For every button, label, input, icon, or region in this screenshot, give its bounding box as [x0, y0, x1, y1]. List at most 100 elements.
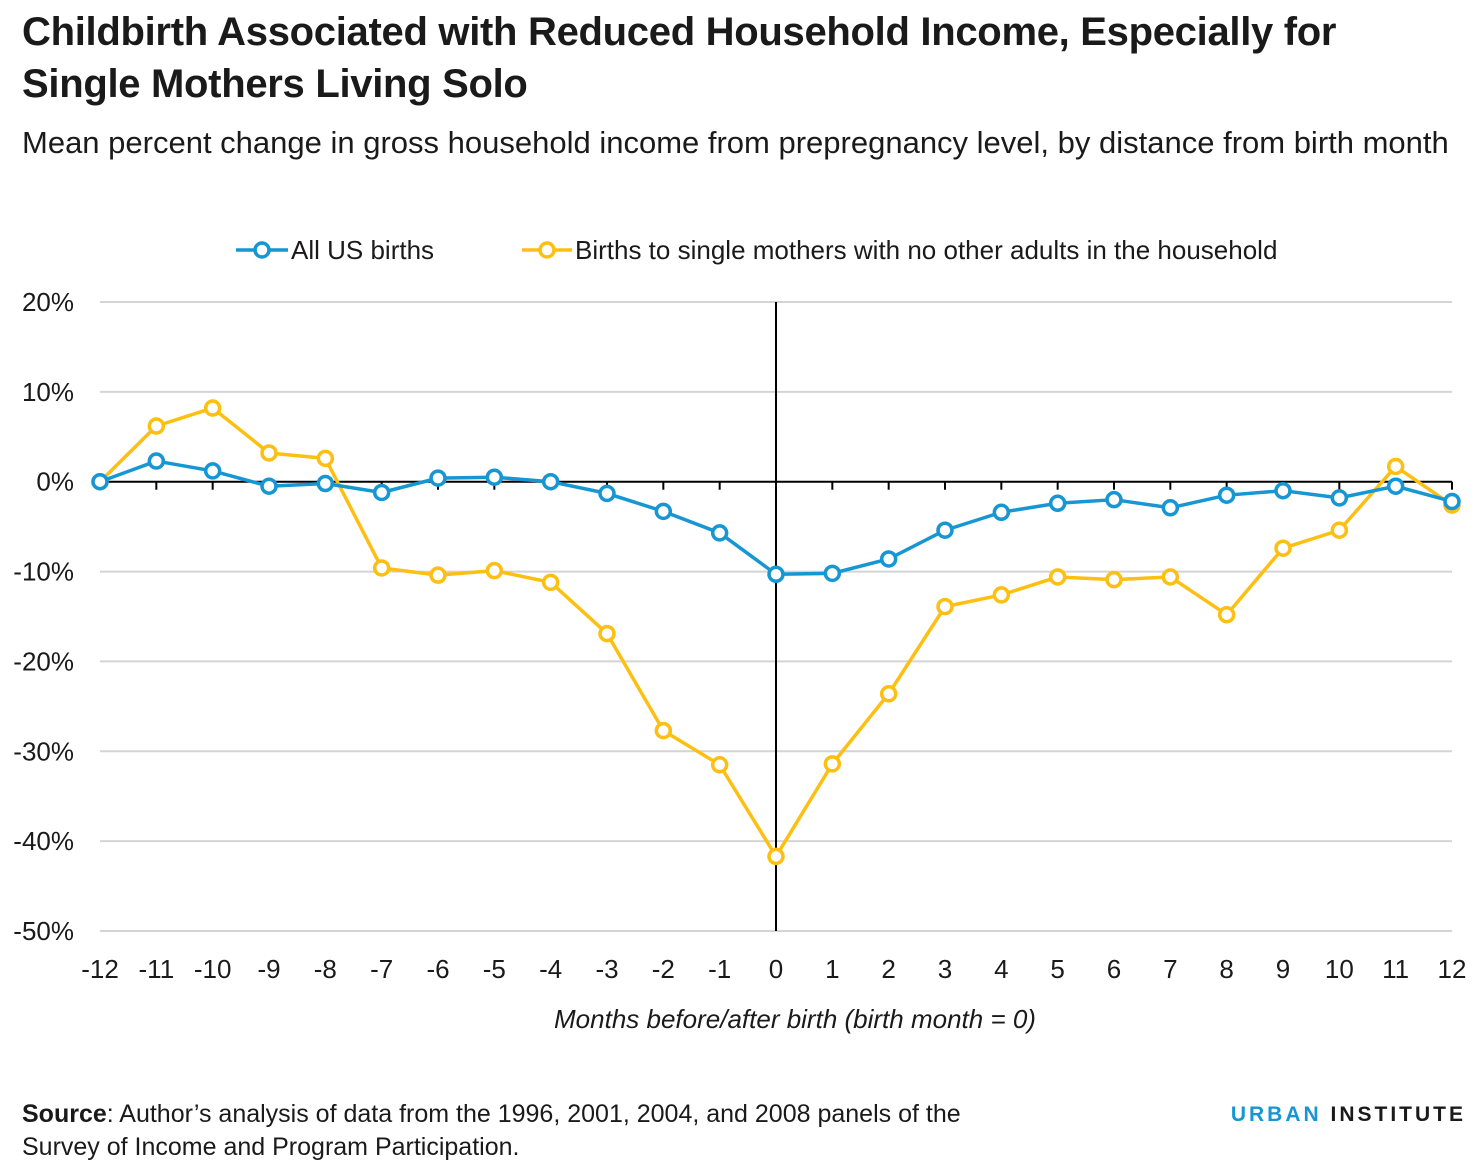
data-series [91, 399, 1461, 866]
data-point [1161, 499, 1180, 517]
brand-word-1: URBAN [1230, 1103, 1322, 1126]
data-point [147, 452, 166, 470]
data-point [203, 462, 222, 480]
y-tick-label: -30% [13, 736, 74, 766]
data-point [1274, 539, 1292, 557]
x-tick-label: -4 [539, 954, 562, 984]
x-tick-label: -11 [139, 954, 175, 984]
legend-label: Births to single mothers with no other a… [575, 235, 1277, 265]
data-point [936, 597, 954, 616]
x-tick-label: 0 [769, 954, 783, 984]
chart-legend: All US births Births to single mothers wi… [236, 235, 1277, 265]
data-point [1386, 477, 1405, 495]
data-point [823, 564, 842, 583]
data-point [598, 484, 616, 503]
data-point [372, 483, 391, 502]
x-tick-label: -1 [708, 954, 731, 984]
data-point [936, 521, 954, 539]
x-axis-labels: -12 -11 -10 -9 -8 -7 -6 -5 -4 -3 -2 -1 0 1 2 3 4 5 6 7 8 9 10 1… [81, 954, 1466, 984]
data-point [1386, 457, 1405, 476]
legend-marker [538, 241, 556, 259]
data-point [992, 503, 1011, 522]
data-point [654, 502, 673, 521]
data-point [1105, 490, 1123, 509]
x-tick-label: 12 [1438, 954, 1467, 984]
data-point [1274, 481, 1292, 500]
x-tick-label: 7 [1163, 954, 1177, 984]
y-tick-label: 20% [22, 287, 74, 317]
chart-subtitle: Mean percent change in gross household i… [22, 125, 1449, 160]
legend-item-single-mothers: Births to single mothers with no other a… [522, 235, 1277, 265]
data-point [879, 685, 898, 703]
y-tick-label: -40% [13, 826, 74, 856]
data-point [710, 524, 729, 542]
y-tick-label: -10% [13, 557, 74, 587]
data-point [1217, 486, 1236, 504]
x-tick-label: 9 [1276, 954, 1290, 984]
line-chart: All US births Births to single mothers wi… [13, 235, 1466, 1034]
x-tick-label: -10 [194, 954, 232, 984]
x-tick-label: 3 [938, 954, 952, 984]
data-point [147, 417, 166, 435]
x-tick-label: -9 [257, 954, 280, 984]
data-point [1330, 489, 1349, 507]
data-point [767, 565, 785, 584]
x-tick-label: 6 [1107, 954, 1121, 984]
data-point [429, 566, 447, 584]
legend-label: All US births [291, 235, 434, 265]
data-point [91, 472, 109, 491]
data-point [541, 472, 560, 491]
data-point [710, 756, 729, 774]
data-point [992, 586, 1011, 604]
data-point [598, 624, 616, 643]
series-all-us-births [91, 452, 1461, 584]
data-point [1105, 570, 1123, 589]
data-point [203, 399, 222, 417]
data-point [260, 444, 278, 462]
legend-marker [253, 241, 271, 259]
data-point [372, 559, 391, 577]
x-tick-label: -8 [314, 954, 337, 984]
chart-title: Childbirth Associated with Reduced House… [22, 10, 1337, 106]
data-point [1161, 568, 1180, 586]
data-point [429, 469, 447, 487]
x-tick-label: -5 [483, 954, 506, 984]
source-note: Source: Author’s analysis of data from t… [22, 1098, 982, 1164]
data-point [823, 755, 842, 773]
x-tick-label: 4 [994, 954, 1008, 984]
data-point [1048, 568, 1067, 586]
x-tick-label: 8 [1219, 954, 1233, 984]
y-tick-label: 10% [22, 377, 74, 407]
legend-item-all-us-births: All US births [236, 235, 434, 265]
x-tick-label: 2 [881, 954, 895, 984]
x-tick-label: -7 [370, 954, 393, 984]
data-point [1443, 492, 1461, 511]
data-point [654, 721, 673, 740]
y-tick-label: -20% [13, 646, 74, 676]
data-point [316, 474, 335, 493]
data-point [1217, 605, 1236, 624]
data-point [316, 449, 335, 468]
data-point [485, 468, 504, 486]
x-tick-label: -2 [652, 954, 675, 984]
x-tick-label: -12 [81, 954, 119, 984]
data-point [767, 847, 785, 866]
source-label: Source [22, 1100, 107, 1128]
x-tick-label: -3 [595, 954, 618, 984]
y-tick-label: 0% [36, 467, 74, 497]
y-tick-label: -50% [13, 916, 74, 946]
data-point [260, 477, 278, 495]
x-axis-title: Months before/after birth (birth month =… [554, 1004, 1036, 1034]
source-text: : Author’s analysis of data from the 199… [22, 1100, 961, 1161]
brand-word-2: INSTITUTE [1330, 1103, 1466, 1126]
data-point [541, 573, 560, 592]
axes [99, 302, 1453, 931]
x-tick-label: 11 [1382, 954, 1409, 984]
data-point [1330, 521, 1349, 539]
data-point [1048, 494, 1067, 513]
x-tick-label: 1 [825, 954, 839, 984]
urban-institute-logo: URBAN INSTITUTE [1231, 1103, 1466, 1127]
data-point [879, 550, 898, 568]
x-tick-label: -6 [426, 954, 449, 984]
x-tick-label: 5 [1050, 954, 1064, 984]
